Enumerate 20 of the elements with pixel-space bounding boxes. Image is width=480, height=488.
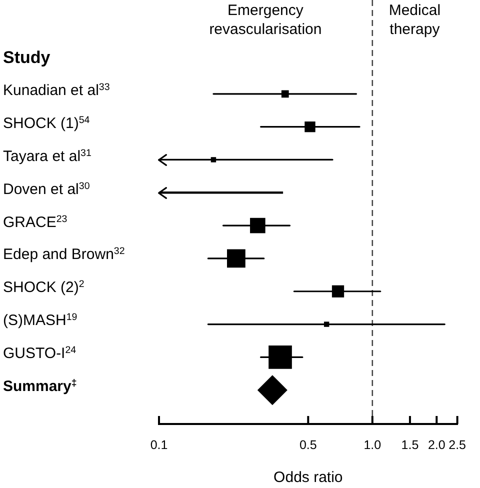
y-tick-label: GUSTO-I$^{24}$ <box>3 345 76 364</box>
y-axis-title: Study <box>3 48 50 68</box>
y-tick-label: Kunadian et al$^{33}$ <box>3 82 110 100</box>
y-tick-label: Edep and Brown$^{32}$ <box>3 246 125 264</box>
y-tick-label: Summary$^{‡}$ <box>3 378 77 396</box>
text: Medical therapy <box>388 1 441 39</box>
y-tick-label: Tayara et al$^{31}$ <box>3 148 92 166</box>
x-tick-label: 1.0 <box>364 438 382 452</box>
x-tick-label: 2.0 <box>428 438 446 452</box>
x-tick-label: 0.1 <box>150 438 168 452</box>
x-tick-label: 1.5 <box>401 438 419 452</box>
y-tick-label: SHOCK (1)$^{54}$ <box>3 114 90 133</box>
x-tick-label: 0.5 <box>299 438 317 452</box>
x-axis-title: Odds ratio <box>274 469 343 486</box>
text: Emergency revascularisation <box>209 1 322 39</box>
y-tick-label: SHOCK (2)$^{2}$ <box>3 279 84 298</box>
y-tick-label: (S)MASH$^{19}$ <box>3 312 78 330</box>
x-tick-label: 2.5 <box>448 438 466 452</box>
y-tick-label: GRACE$^{23}$ <box>3 214 68 232</box>
y-tick-label: Doven et al$^{30}$ <box>3 180 90 199</box>
